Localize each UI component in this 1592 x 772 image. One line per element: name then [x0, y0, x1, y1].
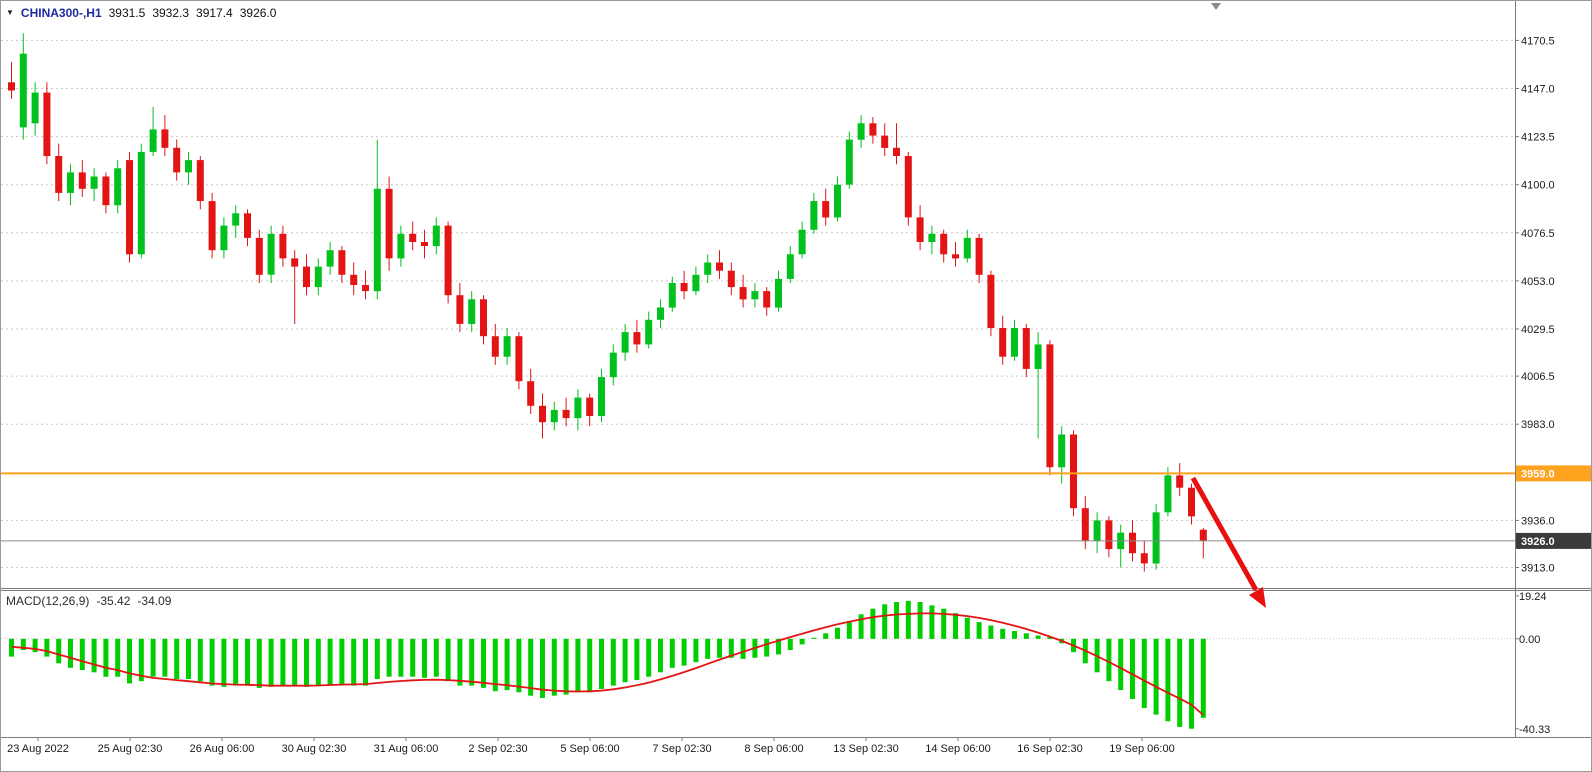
svg-text:3926.0: 3926.0	[1521, 536, 1555, 548]
svg-text:19 Sep 06:00: 19 Sep 06:00	[1109, 743, 1174, 755]
svg-text:5 Sep 06:00: 5 Sep 06:00	[560, 743, 619, 755]
svg-text:-40.33: -40.33	[1519, 724, 1550, 736]
svg-text:0.00: 0.00	[1519, 634, 1540, 646]
svg-text:4123.5: 4123.5	[1521, 132, 1555, 144]
svg-text:31 Aug 06:00: 31 Aug 06:00	[374, 743, 439, 755]
svg-text:14 Sep 06:00: 14 Sep 06:00	[925, 743, 990, 755]
svg-text:16 Sep 02:30: 16 Sep 02:30	[1017, 743, 1082, 755]
symbol-dropdown-icon[interactable]: ▼	[6, 8, 14, 17]
trend-arrow[interactable]	[1190, 476, 1266, 608]
quote-high: 3932.3	[152, 6, 190, 20]
resistance-price-tag: 3959.0	[1516, 465, 1591, 482]
svg-text:4053.0: 4053.0	[1521, 276, 1555, 288]
chart-shift-marker[interactable]	[1211, 3, 1221, 10]
svg-text:3913.0: 3913.0	[1521, 563, 1555, 575]
svg-text:4147.0: 4147.0	[1521, 84, 1555, 96]
svg-text:4076.5: 4076.5	[1521, 228, 1555, 240]
svg-text:23 Aug 2022: 23 Aug 2022	[7, 743, 69, 755]
macd-axis: 19.24 0.00 -40.33	[1515, 591, 1550, 736]
svg-text:30 Aug 02:30: 30 Aug 02:30	[282, 743, 347, 755]
svg-text:19.24: 19.24	[1519, 591, 1547, 603]
macd-signal-value: -34.09	[137, 594, 172, 608]
macd-info-bar: MACD(12,26,9) -35.42 -34.09	[6, 594, 171, 608]
svg-text:8 Sep 06:00: 8 Sep 06:00	[744, 743, 803, 755]
grid-lines	[1, 39, 1515, 640]
svg-text:3959.0: 3959.0	[1521, 468, 1555, 480]
svg-text:25 Aug 02:30: 25 Aug 02:30	[98, 743, 163, 755]
macd-title: MACD(12,26,9)	[6, 594, 90, 608]
macd-main-value: -35.42	[96, 594, 131, 608]
quote-low: 3917.4	[196, 6, 233, 20]
svg-text:4006.5: 4006.5	[1521, 371, 1555, 383]
svg-text:3983.0: 3983.0	[1521, 419, 1555, 431]
candlestick-series[interactable]	[8, 33, 1207, 572]
svg-text:4100.0: 4100.0	[1521, 180, 1555, 192]
quote-close: 3926.0	[239, 6, 277, 20]
svg-text:4170.5: 4170.5	[1521, 35, 1555, 47]
symbol-info-bar: ▼ CHINA300-,H1 3931.5 3932.3 3917.4 3926…	[6, 6, 276, 20]
svg-text:26 Aug 06:00: 26 Aug 06:00	[190, 743, 255, 755]
svg-text:2 Sep 02:30: 2 Sep 02:30	[468, 743, 527, 755]
svg-text:3936.0: 3936.0	[1521, 515, 1555, 527]
macd-signal-line	[11, 612, 1204, 716]
macd-histogram	[9, 600, 1206, 729]
svg-text:7 Sep 02:30: 7 Sep 02:30	[652, 743, 711, 755]
symbol-timeframe-label: CHINA300-,H1	[20, 6, 102, 20]
time-axis: 23 Aug 2022 25 Aug 02:30 26 Aug 06:00 30 Au…	[7, 738, 1175, 755]
svg-text:4029.5: 4029.5	[1521, 324, 1555, 336]
current-price-tag: 3926.0	[1516, 532, 1591, 549]
price-axis: 4170.5 4147.0 4123.5 4100.0 4076.5 4053.0 4029…	[1515, 35, 1555, 575]
svg-text:13 Sep 02:30: 13 Sep 02:30	[833, 743, 898, 755]
quote-open: 3931.5	[108, 6, 146, 20]
panel-separators	[0, 0, 1592, 738]
